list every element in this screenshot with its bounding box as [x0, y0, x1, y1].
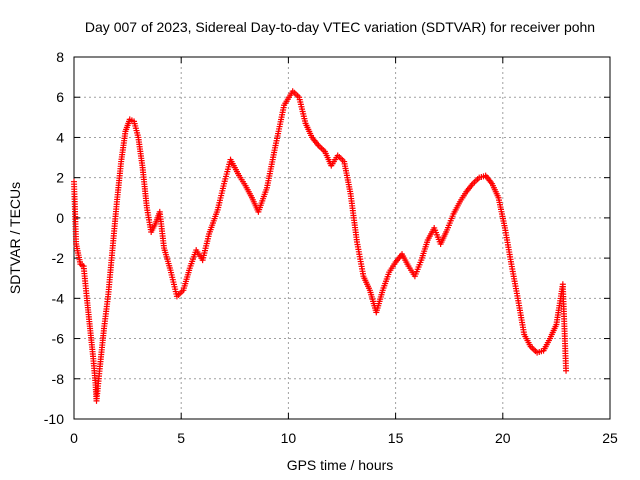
data-point — [563, 367, 570, 374]
x-tick-label: 10 — [281, 430, 297, 446]
x-tick-labels: 0 5 10 15 20 25 — [70, 430, 618, 446]
x-tick-label: 20 — [495, 430, 511, 446]
x-tick-label: 0 — [70, 430, 78, 446]
y-tick-label: 2 — [56, 170, 64, 186]
y-tick-label: 0 — [56, 210, 64, 226]
x-tick-label: 5 — [177, 430, 185, 446]
grid — [74, 57, 610, 419]
y-tick-label: -10 — [44, 411, 64, 427]
y-tick-label: -2 — [52, 250, 65, 266]
plot-frame — [73, 56, 611, 420]
x-tick-label: 15 — [388, 430, 404, 446]
y-tick-label: -4 — [52, 290, 65, 306]
x-axis-label: GPS time / hours — [287, 457, 394, 473]
plot-border — [73, 56, 611, 420]
chart-title: Day 007 of 2023, Sidereal Day-to-day VTE… — [85, 19, 595, 35]
y-tick-label: 8 — [56, 49, 64, 65]
x-tick-label: 25 — [602, 430, 618, 446]
y-tick-label: 6 — [56, 89, 64, 105]
data-points — [71, 88, 570, 404]
y-tick-labels: -10 -8 -6 -4 -2 0 2 4 6 8 — [44, 49, 64, 427]
y-tick-label: -6 — [52, 331, 65, 347]
y-axis-label: SDTVAR / TECUs — [7, 182, 23, 294]
y-tick-label: -8 — [52, 371, 65, 387]
y-tick-label: 4 — [56, 129, 64, 145]
